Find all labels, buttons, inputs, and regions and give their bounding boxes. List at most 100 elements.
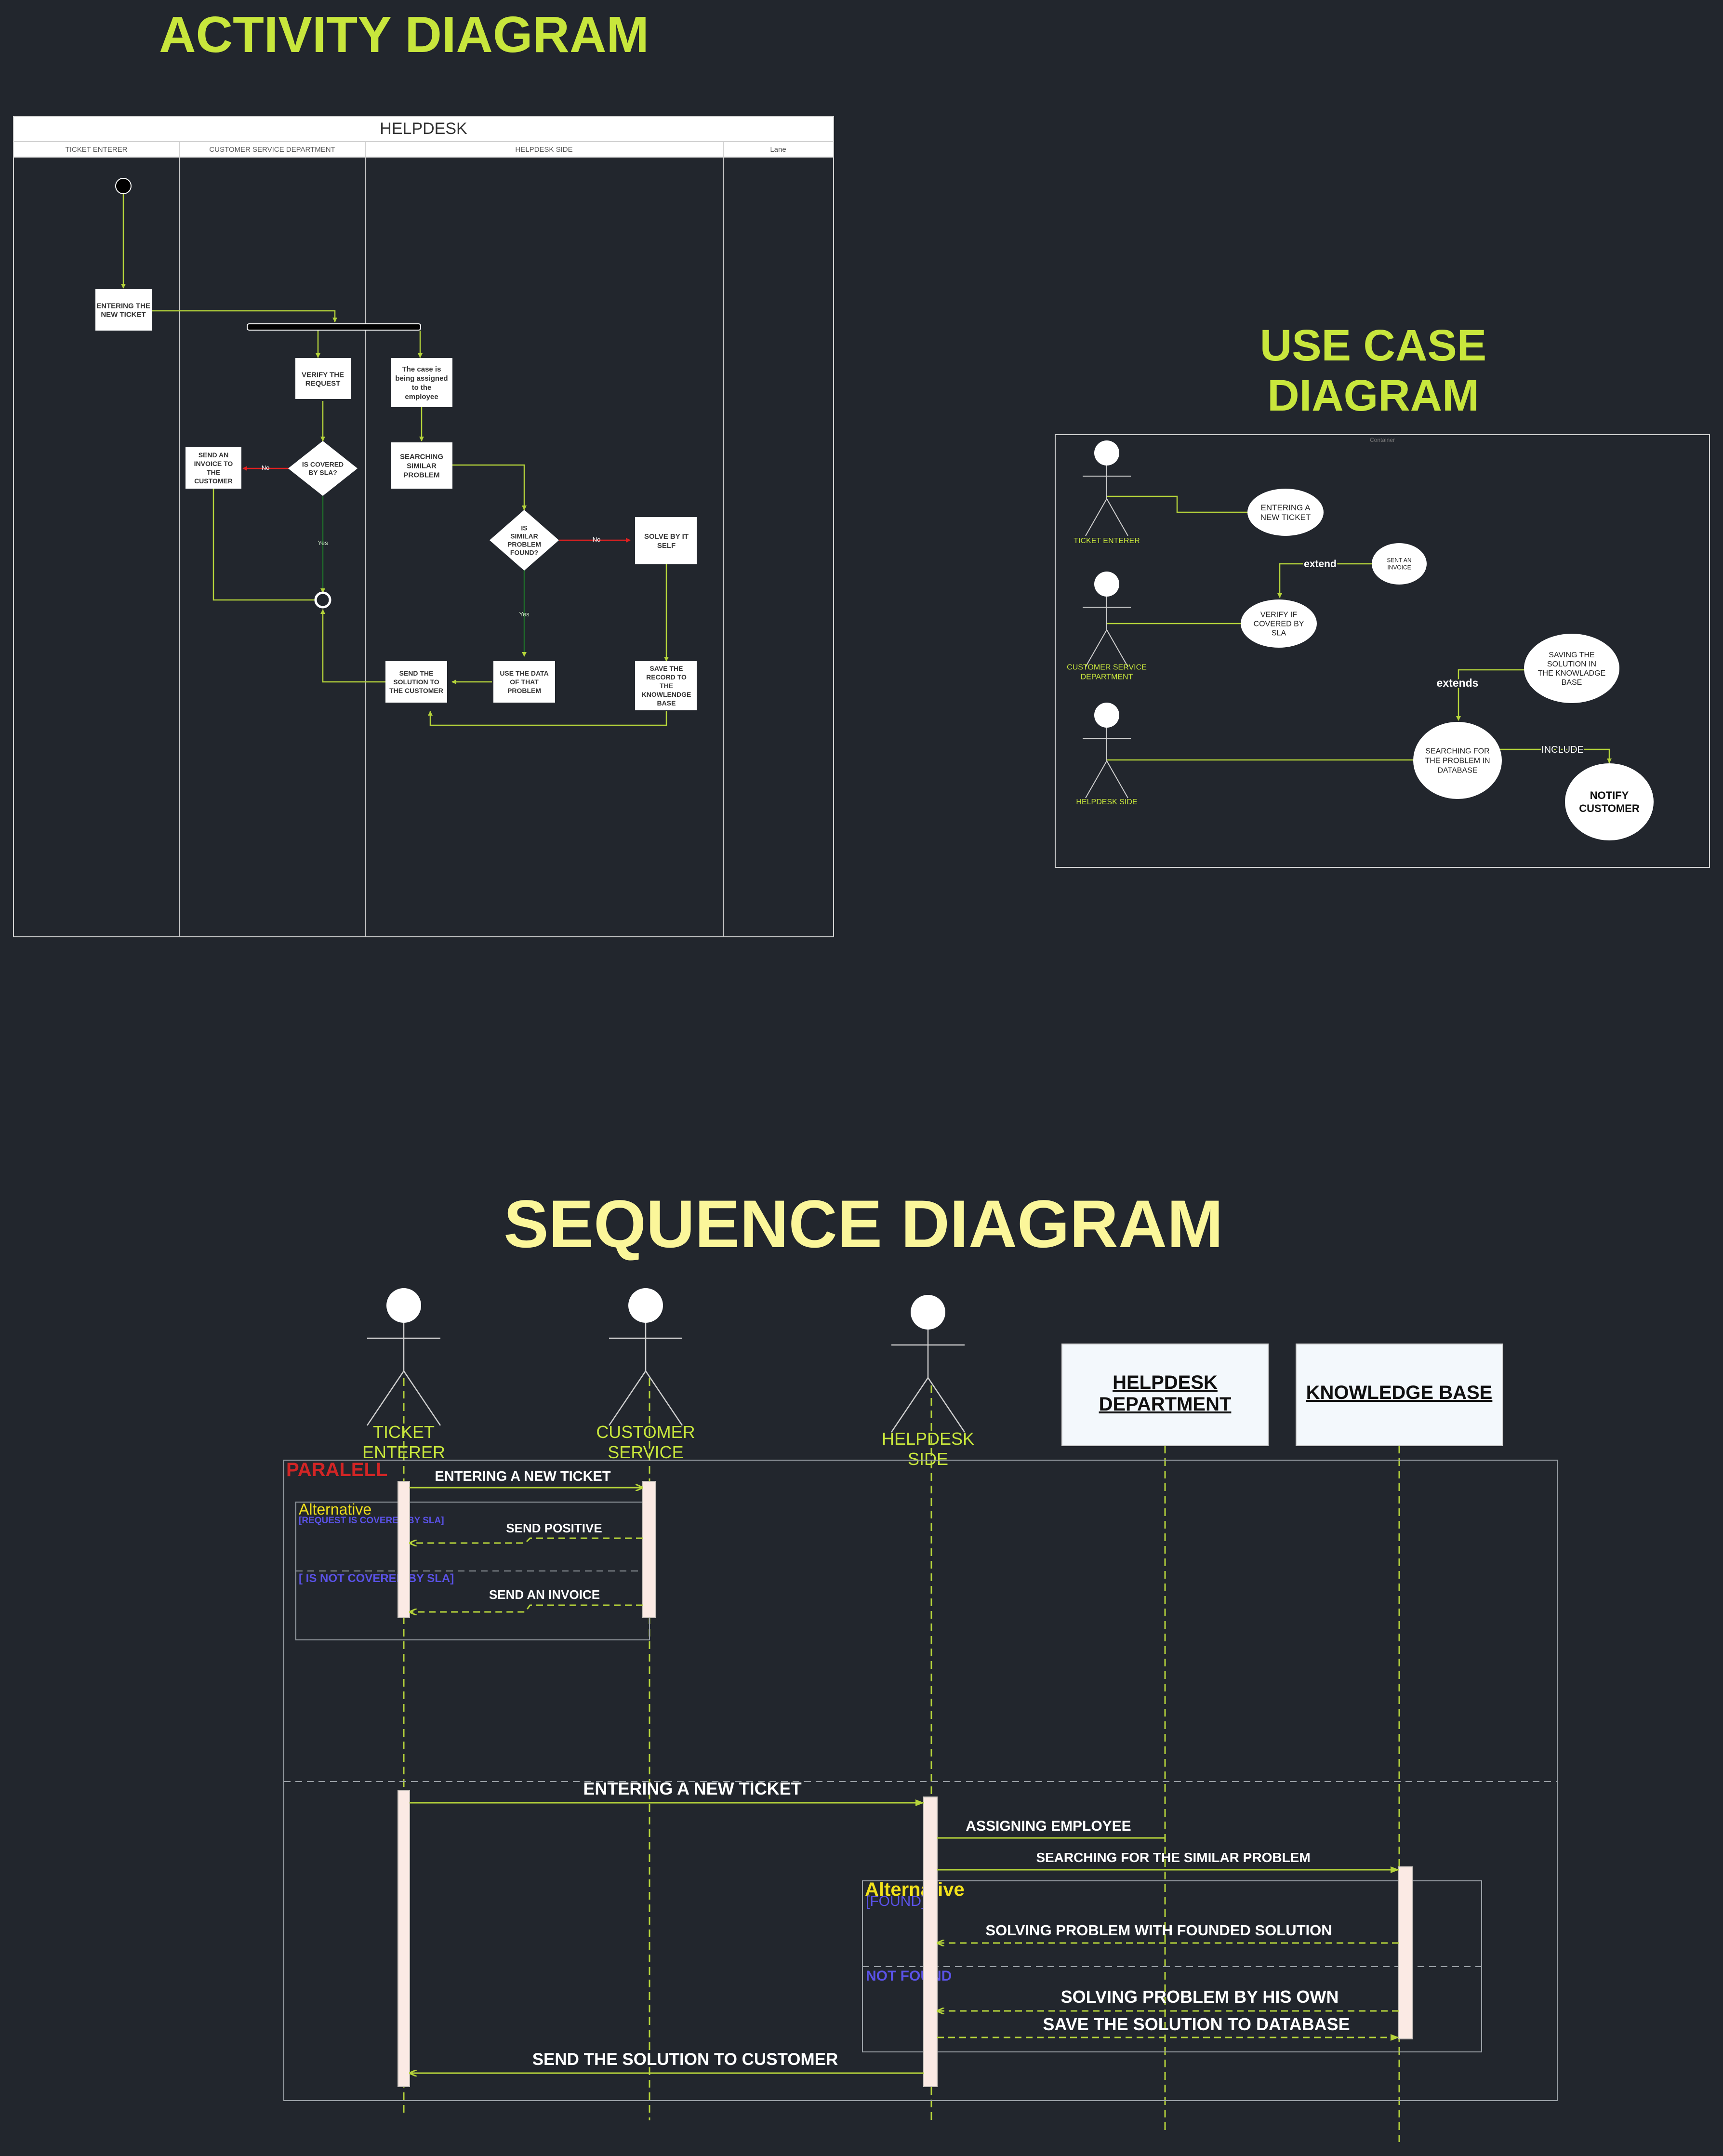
lane-ticket-enterer: TICKET ENTERER: [66, 146, 128, 154]
edge-label-yes-2: Yes: [519, 611, 530, 618]
seq-actor-ticket-1: TICKET: [373, 1422, 435, 1442]
use-case-diagram-title: USE CASE: [1260, 321, 1486, 370]
msg-send-solution: SEND THE SOLUTION TO CUSTOMER: [532, 2050, 838, 2069]
pool-header: [13, 116, 834, 142]
edge-label-no-2: No: [593, 536, 601, 543]
uc-searching-problem-text: SEARCHING FOR THE PROBLEM IN DATABASE: [1425, 747, 1490, 775]
edge-label-yes: Yes: [318, 539, 328, 546]
msg-solving-founded: SOLVING PROBLEM WITH FOUNDED SOLUTION: [985, 1922, 1332, 1939]
similar-found-decision: [490, 510, 559, 571]
msg-entering-ticket-2: ENTERING A NEW TICKET: [583, 1779, 801, 1798]
guard-found: [FOUND]: [866, 1893, 925, 1909]
msg-send-invoice: SEND AN INVOICE: [489, 1587, 600, 1602]
solve-self-text: SOLVE BY IT SELF: [644, 532, 689, 550]
alt-fragment-sla-label: Alternative: [299, 1501, 371, 1518]
parallel-fragment-label: PARALELL: [286, 1459, 387, 1480]
send-invoice-node: [186, 447, 241, 489]
covered-sla-text: IS COVERED BY SLA?: [302, 460, 344, 476]
activation-helpdesk: [923, 1797, 938, 2087]
send-invoice-text: SEND AN INVOICE TO THE CUSTOMER: [194, 451, 233, 485]
uc-verify-sla-text: VERIFY IF COVERED BY SLA: [1254, 611, 1304, 638]
send-solution-node: [385, 661, 447, 703]
activation-ticket-1: [398, 1481, 410, 1618]
seq-actor-service-1: CUSTOMER: [596, 1422, 695, 1442]
actor-customer-service: CUSTOMER SERVICE DEPARTMENT: [1067, 664, 1147, 681]
uc-saving-solution: [1524, 634, 1619, 703]
use-data-text: USE THE DATA OF THAT PROBLEM: [500, 669, 548, 694]
uc-entering-ticket-text: ENTERING A NEW TICKET: [1260, 503, 1311, 522]
use-case-diagram-title-2: DIAGRAM: [1267, 371, 1479, 420]
msg-send-positive: SEND POSITIVE: [506, 1521, 602, 1535]
guard-not-covered-sla: [ IS NOT COVERED BY SLA]: [299, 1572, 454, 1585]
activity-diagram-title: ACTIVITY DIAGRAM: [159, 6, 649, 63]
guard-not-found: NOT FOUND: [866, 1968, 952, 1984]
alt-fragment-found-label: Alternative: [865, 1879, 965, 1900]
rel-extends-label: extends: [1437, 677, 1479, 689]
actor-helpdesk-side: HELPDESK SIDE: [1076, 798, 1137, 806]
msg-line-2: [410, 1537, 643, 1543]
lane-helpdesk-side: HELPDESK SIDE: [515, 146, 572, 154]
sequence-diagram: TICKET ENTERER CUSTOMER SERVICE HELPDESK…: [283, 1288, 1558, 2142]
initial-node: [115, 178, 132, 194]
similar-found-text: IS SIMILAR PROBLEM FOUND?: [507, 524, 541, 556]
container-label: Container: [1370, 437, 1395, 443]
activation-service-1: [642, 1481, 656, 1618]
actor-ticket-enterer: TICKET ENTERER: [1074, 537, 1140, 545]
entering-ticket-text: ENTERING THE NEW TICKET: [96, 302, 150, 319]
send-solution-text: SEND THE SOLUTION TO THE CUSTOMER: [389, 669, 443, 694]
verify-request-node: [295, 358, 351, 399]
uc-verify-sla: [1241, 599, 1317, 648]
save-record-node: [635, 661, 697, 710]
guard-covered-sla: [REQUEST IS COVERED BY SLA]: [299, 1516, 444, 1526]
rel-include-label: INCLUDE: [1541, 745, 1584, 755]
use-case-diagram: Container TICKET ENTERER CUSTOMER SERVIC…: [1055, 434, 1710, 868]
seq-actor-service-2: SERVICE: [608, 1442, 683, 1462]
searching-similar-text: SEARCHING SIMILAR PROBLEM: [400, 452, 443, 479]
uc-notify-customer: [1565, 763, 1654, 840]
save-record-text: SAVE THE RECORD TO THE KNOWLENDGE BASE: [642, 665, 691, 707]
pool-frame: [13, 116, 834, 937]
seq-actor-ticket-2: ENTERER: [362, 1442, 445, 1462]
uc-entering-ticket: [1247, 489, 1324, 536]
knowledge-base-box: [1296, 1344, 1503, 1446]
use-data-node: [493, 661, 555, 703]
lane-customer-service: CUSTOMER SERVICE DEPARTMENT: [209, 146, 335, 154]
msg-entering-ticket-1: ENTERING A NEW TICKET: [435, 1469, 610, 1484]
edge-label-no: No: [262, 464, 270, 471]
msg-solving-own: SOLVING PROBLEM BY HIS OWN: [1061, 1987, 1339, 2007]
uc-notify-customer-text: NOTIFY CUSTOMER: [1579, 789, 1640, 814]
entering-ticket-node: [95, 289, 152, 331]
uc-searching-problem: [1413, 722, 1502, 799]
uc-sent-invoice-text: SENT AN INVOICE: [1387, 557, 1411, 571]
pool-title: HELPDESK: [380, 120, 467, 138]
uc-sent-invoice: [1372, 543, 1427, 585]
msg-line-3: [410, 1604, 643, 1612]
lane-extra: Lane: [770, 146, 786, 154]
solve-self-node: [635, 517, 697, 564]
rel-extend-label: extend: [1304, 559, 1337, 570]
seq-actor-helpdesk-1: HELPDESK: [882, 1429, 974, 1449]
msg-save-solution: SAVE THE SOLUTION TO DATABASE: [1043, 2014, 1350, 2034]
final-node: [314, 591, 331, 609]
activation-ticket-2: [398, 1790, 410, 2087]
msg-searching-similar: SEARCHING FOR THE SIMILAR PROBLEM: [1036, 1850, 1310, 1865]
case-assigned-node: [391, 358, 452, 407]
activity-diagram: HELPDESK TICKET ENTERER CUSTOMER SERVICE…: [13, 116, 834, 937]
helpdesk-department-box: [1061, 1344, 1269, 1446]
covered-sla-decision: [288, 441, 358, 496]
helpdesk-department-label-2: DEPARTMENT: [1099, 1394, 1232, 1415]
verify-request-text: VERIFY THE REQUEST: [302, 371, 344, 387]
knowledge-base-label: KNOWLEDGE BASE: [1306, 1382, 1493, 1403]
use-case-container: [1055, 434, 1710, 868]
lane-header-row: [13, 141, 834, 158]
activation-knowledge: [1398, 1866, 1413, 2039]
parallel-fragment: [283, 1460, 1558, 2101]
msg-assigning-employee: ASSIGNING EMPLOYEE: [966, 1818, 1131, 1834]
helpdesk-department-label-1: HELPDESK: [1113, 1372, 1218, 1393]
uc-saving-solution-text: SAVING THE SOLUTION IN THE KNOWLADGE BASE: [1538, 651, 1605, 687]
fork-bar: [247, 323, 421, 331]
case-assigned-text: The case is being assigned to the employee: [395, 365, 448, 401]
searching-similar-node: [391, 442, 452, 489]
seq-actor-helpdesk-2: SIDE: [908, 1449, 948, 1469]
